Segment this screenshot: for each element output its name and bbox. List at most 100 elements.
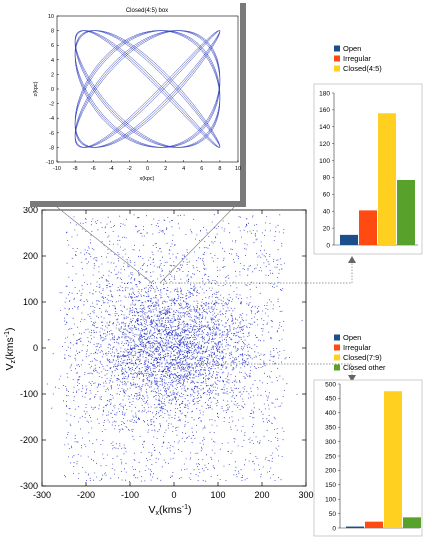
legend-label: Closed(7:9) bbox=[343, 353, 382, 362]
inset-y-ticks: 10 8 6 4 2 0 -2 -4 -6 -8 -10 bbox=[46, 14, 59, 166]
inset-y-tick-label: 10 bbox=[48, 14, 54, 20]
inset-x-tick-label: -2 bbox=[127, 166, 132, 172]
bar-y-tick-label: 250 bbox=[325, 453, 336, 460]
scatter-x-axis-label: Vx(kms-1) bbox=[149, 504, 192, 517]
legend-swatch bbox=[334, 364, 340, 371]
bar-y-tick-label: 400 bbox=[325, 410, 336, 417]
legend-label: Irregular bbox=[343, 343, 371, 352]
inset-x-axis-label: x(kpc) bbox=[140, 176, 155, 182]
legend-swatch bbox=[334, 65, 340, 72]
legend-swatch bbox=[334, 344, 340, 351]
lower-bar-panel bbox=[313, 379, 423, 537]
bar-open bbox=[340, 234, 358, 245]
bar-y-tick-label: 300 bbox=[325, 439, 336, 446]
bar-y-tick-label: 140 bbox=[319, 124, 330, 131]
inset-y-axis-label: z(kpc) bbox=[33, 81, 39, 96]
bar-open bbox=[346, 526, 364, 528]
inset-x-tick-label: 6 bbox=[200, 166, 203, 172]
scatter-y-tick-label: 100 bbox=[23, 297, 38, 307]
scatter-x-tick-label: -100 bbox=[121, 490, 139, 500]
legend-swatch bbox=[334, 334, 340, 341]
bar-y-tick-label: 80 bbox=[323, 175, 331, 182]
scatter-x-ticks: -300 -200 -100 0 100 200 300 bbox=[33, 210, 314, 500]
bar-y-tick-label: 180 bbox=[319, 90, 330, 97]
velocity-scatter-plot: -300 -200 -100 0 100 200 300 300 200 100 0 -100 -20… bbox=[4, 205, 314, 517]
orbit-inset: Closed(4:5) box -10 -8 -6 -4 -2 0 2 4 6 8 10 10 8 6 4… bbox=[0, 3, 246, 207]
arrow-down-icon bbox=[348, 375, 356, 382]
bar-y-tick-label: 100 bbox=[319, 158, 330, 165]
bar-y-tick-label: 60 bbox=[323, 192, 331, 199]
bar-y-tick-label: 20 bbox=[323, 225, 331, 232]
scatter-y-tick-label: -300 bbox=[20, 481, 38, 491]
bar-y-tick-label: 350 bbox=[325, 425, 336, 432]
legend-label: Open bbox=[343, 44, 361, 53]
scatter-x-tick-label: 200 bbox=[254, 490, 269, 500]
inset-y-tick-label: -6 bbox=[49, 131, 54, 137]
inset-y-tick-label: 8 bbox=[51, 29, 54, 35]
guide-to-lower-bars bbox=[170, 363, 353, 376]
scatter-point-cloud bbox=[47, 214, 303, 482]
bar-y-tick-label: 500 bbox=[325, 381, 336, 388]
inset-x-tick-label: 10 bbox=[235, 166, 241, 172]
legend-swatch bbox=[334, 45, 340, 52]
upper-bar-axis: 0 20 40 60 80 100 120 140 160 180 bbox=[319, 90, 418, 249]
inset-x-tick-label: 8 bbox=[218, 166, 221, 172]
inset-y-tick-label: -4 bbox=[49, 116, 54, 122]
bar-y-tick-label: 150 bbox=[325, 482, 336, 489]
lower-bar-bars bbox=[346, 391, 421, 528]
inset-y-tick-label: 6 bbox=[51, 43, 54, 49]
bar-y-tick-label: 200 bbox=[325, 468, 336, 475]
inset-x-ticks: -10 -8 -6 -4 -2 0 2 4 6 8 10 bbox=[53, 160, 241, 172]
inset-x-tick-label: -6 bbox=[91, 166, 96, 172]
inset-y-tick-label: -10 bbox=[46, 160, 54, 166]
bar-irregular bbox=[359, 210, 377, 245]
arrow-up-icon bbox=[348, 256, 356, 263]
bar-y-tick-label: 50 bbox=[329, 511, 337, 518]
bar-y-tick-label: 40 bbox=[323, 209, 331, 216]
inset-connector-right bbox=[159, 202, 239, 284]
scatter-x-tick-label: 0 bbox=[171, 490, 176, 500]
bar-y-tick-label: 0 bbox=[326, 242, 330, 249]
inset-y-tick-label: 2 bbox=[51, 72, 54, 78]
legend-label: Closed(4:5) bbox=[343, 64, 382, 73]
bar-y-tick-label: 120 bbox=[319, 141, 330, 148]
inset-shadow-bottom bbox=[30, 201, 246, 207]
bar-y-tick-label: 0 bbox=[332, 525, 336, 532]
legend-swatch bbox=[334, 354, 340, 361]
inset-y-tick-label: -2 bbox=[49, 102, 54, 108]
guide-to-upper-bars bbox=[160, 262, 353, 284]
scatter-y-tick-label: 0 bbox=[33, 343, 38, 353]
upper-bar-bars bbox=[340, 113, 415, 246]
inset-x-tick-label: -10 bbox=[53, 166, 61, 172]
scatter-y-ticks: 300 200 100 0 -100 -200 -300 bbox=[20, 205, 306, 491]
bar-irregular bbox=[365, 521, 383, 528]
bar-closed-other bbox=[397, 179, 415, 245]
legend-label: Closed other bbox=[343, 363, 386, 372]
bar-closed-7-9- bbox=[384, 391, 402, 528]
inset-x-tick-label: 4 bbox=[182, 166, 185, 172]
bar-y-tick-label: 450 bbox=[325, 396, 336, 403]
inset-y-tick-label: -8 bbox=[49, 145, 54, 151]
bar-y-tick-label: 100 bbox=[325, 497, 336, 504]
scatter-y-tick-label: 300 bbox=[23, 205, 38, 215]
inset-shadow-right bbox=[240, 3, 246, 207]
scatter-x-tick-label: 100 bbox=[210, 490, 225, 500]
legend-label: Irregular bbox=[343, 54, 371, 63]
inset-connector-left bbox=[51, 202, 153, 284]
bar-closed-4-5- bbox=[378, 113, 396, 246]
inset-title: Closed(4:5) box bbox=[126, 8, 168, 14]
inset-y-tick-label: 0 bbox=[51, 87, 54, 93]
inset-x-tick-label: -4 bbox=[109, 166, 114, 172]
scatter-y-tick-label: -200 bbox=[20, 435, 38, 445]
scatter-y-tick-label: 200 bbox=[23, 251, 38, 261]
inset-x-tick-label: 2 bbox=[164, 166, 167, 172]
inset-x-tick-label: 0 bbox=[146, 166, 149, 172]
inset-x-tick-label: -8 bbox=[73, 166, 78, 172]
scatter-x-tick-label: 300 bbox=[298, 490, 313, 500]
legend-swatch bbox=[334, 55, 340, 62]
